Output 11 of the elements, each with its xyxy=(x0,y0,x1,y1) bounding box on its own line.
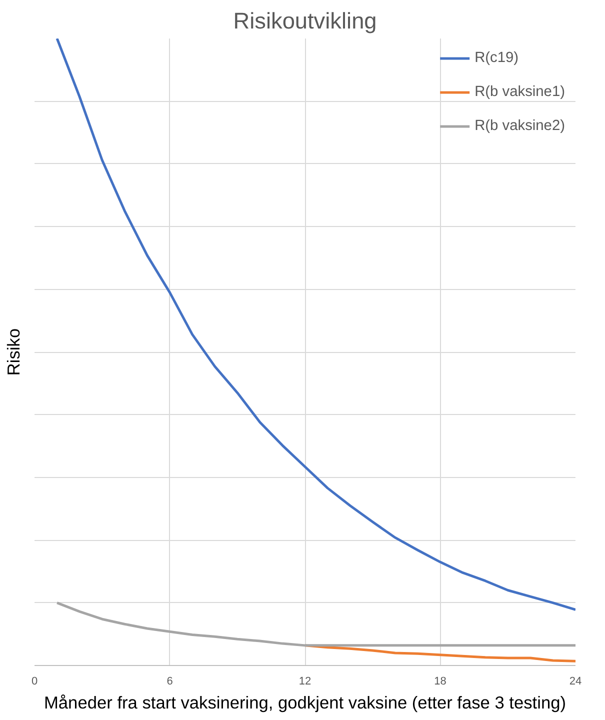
x-tick-label: 24 xyxy=(569,676,582,688)
legend-label: R(b vaksine2) xyxy=(474,118,565,134)
legend-label: R(b vaksine1) xyxy=(474,84,565,100)
x-tick-label: 0 xyxy=(31,676,38,688)
legend-label: R(c19) xyxy=(474,50,519,66)
x-tick-label: 12 xyxy=(298,676,312,688)
x-tick-label: 6 xyxy=(166,676,173,688)
y-axis-title: Risiko xyxy=(4,328,24,376)
x-axis-title: Måneder fra start vaksinering, godkjent vaksine (etter fase 3 testing) xyxy=(44,692,566,712)
chart-title: Risikoutvikling xyxy=(233,8,377,34)
x-tick-label: 18 xyxy=(434,676,446,688)
